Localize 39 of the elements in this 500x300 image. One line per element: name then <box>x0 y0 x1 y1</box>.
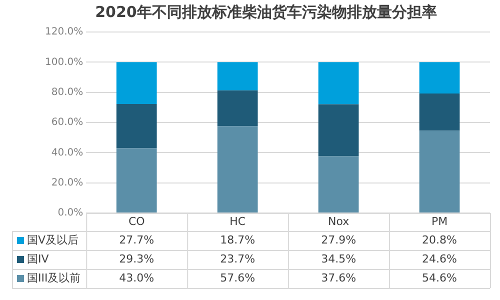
y-tick-label: 120.0% <box>44 26 84 38</box>
data-label: 20.8% <box>422 233 457 246</box>
bar <box>318 104 359 156</box>
bar <box>217 62 258 90</box>
chart-title: 2020年不同排放标准柴油货车污染物排放量分担率 <box>95 2 437 21</box>
data-label: 54.6% <box>422 271 457 284</box>
bar <box>116 62 157 104</box>
data-label: 18.7% <box>220 233 256 246</box>
data-label: 57.6% <box>220 271 256 284</box>
x-tick-label: CO <box>128 214 146 228</box>
data-label: 27.9% <box>321 233 356 246</box>
bar <box>217 90 258 126</box>
data-label: 27.7% <box>119 233 154 246</box>
data-label: 37.6% <box>321 271 356 284</box>
x-tick-label: Nox <box>328 214 350 228</box>
data-label: 43.0% <box>119 271 154 284</box>
x-tick-label: HC <box>230 214 246 228</box>
y-tick-label: 0.0% <box>58 208 84 219</box>
data-label: 24.6% <box>422 252 457 266</box>
y-tick-label: 80.0% <box>51 86 84 98</box>
bar <box>419 94 460 131</box>
bar <box>116 104 157 148</box>
x-tick-label: PM <box>431 214 448 228</box>
bar <box>318 62 359 104</box>
legend-label: 国V及以后 <box>27 233 79 246</box>
bar <box>217 126 258 212</box>
data-label: 23.7% <box>220 252 256 266</box>
data-label: 29.3% <box>119 252 154 266</box>
bar <box>318 156 359 212</box>
bar <box>419 62 460 94</box>
data-label: 34.5% <box>321 252 356 266</box>
y-tick-label: 60.0% <box>51 117 84 128</box>
legend-label: 国III及以前 <box>27 271 81 284</box>
bar <box>419 130 460 212</box>
bar <box>116 148 157 212</box>
legend-label: 国IV <box>27 252 50 266</box>
y-tick-label: 100.0% <box>44 56 84 68</box>
y-tick-label: 20.0% <box>51 177 84 188</box>
y-tick-label: 40.0% <box>51 147 84 158</box>
